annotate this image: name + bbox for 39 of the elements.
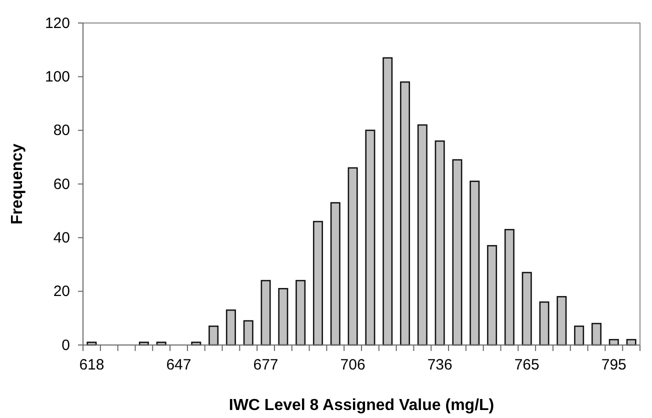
bar: [348, 167, 358, 346]
bar: [208, 326, 219, 346]
bar: [591, 322, 602, 346]
bar: [434, 140, 445, 346]
bar: [522, 272, 532, 346]
bar: [470, 180, 480, 346]
bar: [226, 309, 236, 346]
y-tick-label: 100: [44, 68, 70, 86]
x-tick-label: 677: [253, 356, 278, 374]
bar: [487, 245, 498, 346]
y-tick-label: 20: [53, 283, 70, 300]
bar: [382, 57, 393, 346]
bar: [452, 159, 462, 346]
bar: [417, 124, 428, 346]
x-tick-label: 765: [514, 356, 540, 374]
bar: [365, 130, 376, 346]
bar: [312, 220, 323, 346]
x-tick-label: 795: [601, 356, 626, 374]
bar: [539, 301, 550, 346]
x-tick-label: 618: [79, 356, 104, 374]
y-tick-label: 40: [53, 229, 70, 246]
bar: [278, 288, 288, 346]
x-tick-label: 647: [166, 356, 192, 374]
bar: [504, 228, 514, 346]
y-tick-label: 120: [44, 14, 70, 32]
bar: [296, 280, 306, 346]
y-tick-label: 0: [62, 336, 70, 354]
x-tick-label: 706: [340, 356, 366, 374]
bar: [243, 320, 254, 346]
y-axis-title: Frequency: [9, 143, 26, 224]
bar: [260, 280, 271, 346]
bar: [556, 296, 567, 346]
y-tick-label: 60: [53, 176, 70, 193]
bar: [330, 202, 340, 346]
x-tick-label: 736: [427, 356, 452, 374]
bar: [400, 81, 410, 346]
y-tick-label: 80: [53, 122, 70, 140]
bar: [574, 326, 584, 346]
x-axis-title: IWC Level 8 Assigned Value (mg/L): [228, 397, 494, 414]
